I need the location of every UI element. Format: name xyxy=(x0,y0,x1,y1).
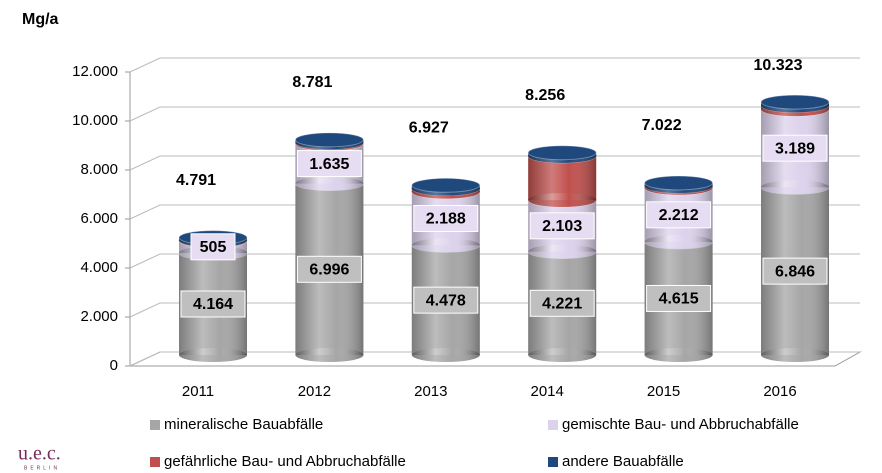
cylinder-shade xyxy=(528,348,597,362)
legend-swatch xyxy=(150,457,160,467)
cylinder-shade xyxy=(528,244,597,259)
grid-line xyxy=(129,253,860,269)
legend-label: gefährliche Bau- und Abbruchabfälle xyxy=(164,453,406,470)
cylinder-top xyxy=(644,175,714,191)
data-label-box xyxy=(180,290,246,318)
data-label: 4.615 xyxy=(659,291,699,308)
data-label-box xyxy=(413,286,479,314)
cylinder-shade xyxy=(295,176,364,191)
data-label: 4.478 xyxy=(426,292,466,309)
data-label: 1.635 xyxy=(309,156,349,173)
cylinder-shade xyxy=(528,193,597,208)
data-label-box xyxy=(762,134,828,162)
data-label: 2.103 xyxy=(542,218,582,235)
y-axis-title: Mg/a xyxy=(22,11,59,28)
grid-line xyxy=(129,204,860,220)
data-label: 4.221 xyxy=(542,296,582,313)
x-tick-label: 2014 xyxy=(531,383,564,400)
y-tick-label: 12.000 xyxy=(72,63,118,80)
y-tick-label: 6.000 xyxy=(80,210,118,227)
data-label-box xyxy=(529,289,595,317)
legend-swatch xyxy=(548,457,558,467)
legend-label: gemischte Bau- und Abbruchabfälle xyxy=(562,416,799,433)
legend-swatch xyxy=(548,420,558,430)
cylinder-top xyxy=(760,94,830,110)
data-label-box xyxy=(296,255,362,283)
logo: u.e.c. xyxy=(18,443,61,465)
x-tick-label: 2012 xyxy=(298,383,331,400)
grid-line xyxy=(129,351,860,367)
y-tick-label: 4.000 xyxy=(80,259,118,276)
x-tick-label: 2011 xyxy=(182,383,214,400)
legend-label: andere Bauabfälle xyxy=(562,453,684,470)
y-tick-label: 0 xyxy=(110,357,118,374)
cylinder-shade xyxy=(295,348,364,362)
data-label-box xyxy=(646,201,712,229)
y-tick-label: 2.000 xyxy=(80,308,118,325)
data-label-box xyxy=(762,257,828,285)
data-label-box xyxy=(413,204,479,232)
data-label: 6.996 xyxy=(309,262,349,279)
total-label: 6.927 xyxy=(409,120,449,137)
cylinder-shade xyxy=(761,180,829,195)
total-label: 8.781 xyxy=(292,74,332,91)
total-label: 10.323 xyxy=(754,57,803,74)
data-label-box xyxy=(646,284,712,312)
x-tick-label: 2016 xyxy=(763,383,796,400)
data-label: 505 xyxy=(200,239,227,256)
data-label-box xyxy=(296,150,362,178)
cylinder-top xyxy=(411,177,481,193)
cylinder-top xyxy=(527,145,597,161)
y-tick-label: 10.000 xyxy=(72,112,118,129)
x-tick-label: 2013 xyxy=(414,383,447,400)
x-tick-label: 2015 xyxy=(647,383,680,400)
cylinder-shade xyxy=(411,348,480,362)
total-label: 7.022 xyxy=(642,117,682,134)
data-label: 4.164 xyxy=(193,296,233,313)
cylinder-shade xyxy=(179,348,247,362)
total-label: 4.791 xyxy=(176,172,216,189)
legend-label: mineralische Bauabfälle xyxy=(164,416,323,433)
data-label: 6.846 xyxy=(775,263,815,280)
grid-line xyxy=(129,57,860,73)
grid-line xyxy=(129,155,860,171)
grid-line xyxy=(129,302,860,318)
logo-sub: BERLIN xyxy=(24,465,60,471)
data-label: 3.189 xyxy=(775,140,815,157)
data-label-box xyxy=(529,212,595,240)
cylinder-top xyxy=(294,132,364,148)
bar-shade xyxy=(528,155,597,201)
data-label-box xyxy=(190,233,236,261)
legend-swatch xyxy=(150,420,160,430)
data-label: 2.188 xyxy=(426,211,466,228)
cylinder-shade xyxy=(761,348,829,362)
data-label: 2.212 xyxy=(659,207,699,224)
cylinder-shade xyxy=(411,238,480,253)
cylinder-shade xyxy=(644,234,713,249)
y-tick-label: 8.000 xyxy=(80,161,118,178)
grid-line xyxy=(129,106,860,122)
total-label: 8.256 xyxy=(525,87,565,104)
cylinder-shade xyxy=(644,348,713,362)
